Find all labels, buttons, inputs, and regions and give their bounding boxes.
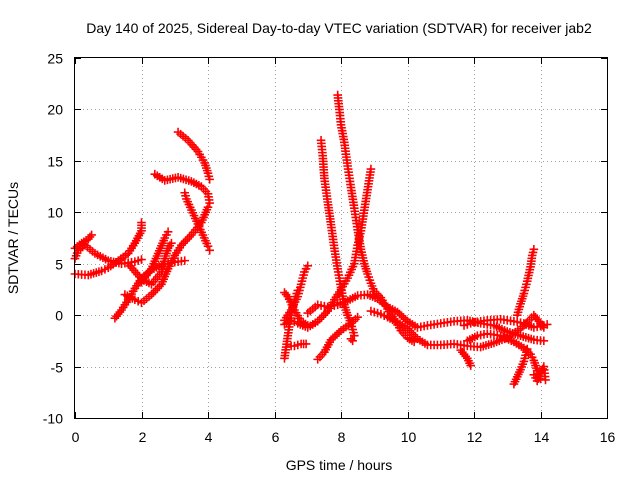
y-tick-label: 25	[47, 51, 63, 67]
series-arc-19	[303, 290, 549, 346]
chart-title: Day 140 of 2025, Sidereal Day-to-day VTE…	[86, 20, 592, 36]
x-tick-label: 0	[72, 429, 80, 445]
series-arc-07	[123, 238, 176, 289]
data-point	[541, 375, 550, 385]
series-arc-06	[137, 227, 173, 287]
y-tick-label: 10	[47, 205, 63, 221]
series-arc-25	[512, 245, 539, 320]
y-tick-label: 15	[47, 154, 63, 170]
data-point	[133, 256, 143, 265]
data-point	[301, 339, 311, 349]
series-arc-27	[346, 334, 357, 346]
x-tick-label: 14	[534, 429, 550, 445]
data-point	[373, 308, 382, 318]
data-point	[205, 175, 214, 184]
series-arc-18	[313, 312, 362, 364]
data-point	[529, 245, 539, 254]
plot-frame	[74, 57, 608, 419]
data-point	[130, 257, 140, 266]
data-point	[353, 312, 362, 322]
y-tick-label: 5	[55, 257, 63, 273]
x-tick-label: 16	[600, 429, 616, 445]
series-arc-21	[456, 345, 475, 370]
series-arc-09	[173, 127, 214, 184]
x-tick-label: 6	[272, 429, 280, 445]
series-arc-14	[286, 339, 311, 351]
data-point	[466, 319, 475, 328]
data-point	[348, 336, 357, 346]
y-tick-label: -5	[51, 360, 64, 376]
data-point	[542, 320, 552, 329]
y-tick-label: 20	[47, 102, 63, 118]
data-point	[466, 361, 475, 370]
data-point	[366, 164, 376, 174]
data-point	[369, 307, 379, 317]
x-tick-label: 10	[401, 429, 417, 445]
y-tick-label: -10	[43, 411, 63, 427]
data-point	[303, 321, 313, 330]
series-arc-15	[280, 261, 313, 325]
series-arc-05	[120, 202, 213, 308]
data-point	[167, 238, 176, 248]
series-arc-24	[509, 344, 532, 389]
x-tick-label: 2	[139, 429, 147, 445]
data-point	[180, 256, 190, 265]
x-tick-label: 4	[205, 429, 213, 445]
y-axis-label: SDTVAR / TECUs	[5, 182, 21, 294]
series-arc-20	[366, 306, 549, 352]
series-arc-10	[180, 188, 214, 255]
data-point	[463, 320, 472, 329]
data-point	[539, 336, 549, 346]
axis-ticks: 0 2 4 6 8 10 12 14 16 -10 -5 0 5 10 15 20 25	[43, 51, 616, 446]
x-axis-label: GPS time / hours	[286, 457, 393, 473]
y-tick-label: 0	[55, 308, 63, 324]
x-tick-label: 8	[338, 429, 346, 445]
data-point	[205, 198, 214, 208]
data-point	[137, 218, 146, 227]
data-point	[366, 306, 376, 316]
data-point	[290, 341, 299, 351]
data-marks	[70, 90, 552, 389]
data-point	[87, 230, 96, 240]
series-arc-03	[70, 218, 146, 280]
data-point	[293, 340, 303, 350]
series-arc-26	[529, 362, 550, 386]
x-tick-label: 12	[467, 429, 483, 445]
series-arc-23	[459, 314, 552, 332]
data-point	[137, 255, 146, 264]
data-point	[163, 227, 173, 237]
data-point	[205, 246, 214, 255]
data-point	[522, 344, 532, 354]
series-arc-12	[280, 164, 376, 332]
data-point	[539, 321, 549, 330]
data-point	[459, 321, 469, 330]
series-arc-08	[150, 169, 214, 208]
data-point	[303, 261, 313, 271]
